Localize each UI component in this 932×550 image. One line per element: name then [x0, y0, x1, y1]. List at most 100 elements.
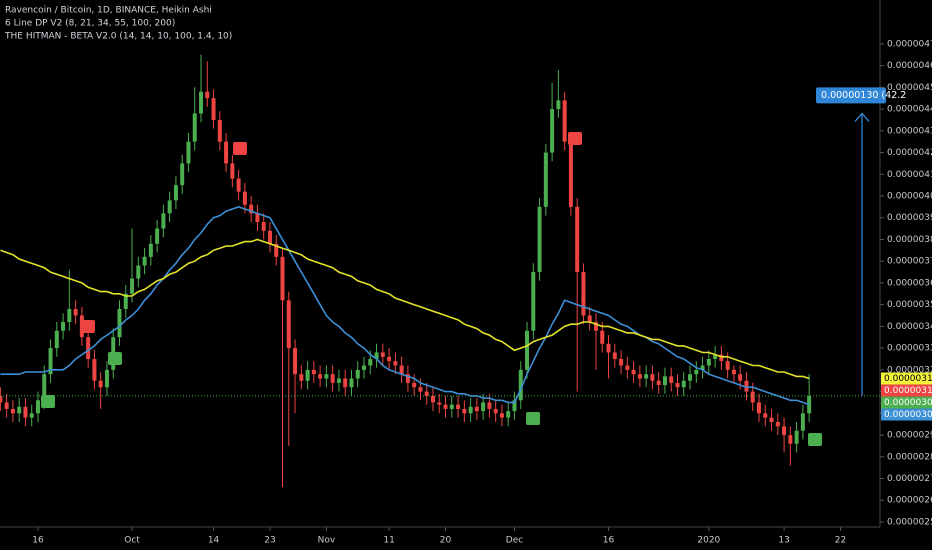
x-tick-label: Dec [506, 536, 523, 546]
header-line: 6 Line DP V2 (8, 21, 34, 55, 100, 200) [5, 19, 175, 29]
bear-signal [81, 320, 95, 333]
candle-body [499, 413, 504, 418]
candle-body [305, 369, 310, 381]
candle-body [756, 402, 761, 414]
y-tick-label: 0.00000320 [887, 365, 932, 375]
candle-body [518, 369, 523, 401]
candle-body [537, 206, 542, 273]
candle-body [512, 400, 517, 412]
candle-body [418, 387, 423, 392]
candle-body [593, 322, 598, 331]
candle-body [600, 330, 605, 344]
candle-body [644, 374, 649, 379]
candle-body [199, 91, 204, 114]
candle-body [4, 402, 9, 409]
y-tick-label: 0.00000420 [887, 148, 932, 158]
candle-body [506, 411, 511, 418]
candle-body [750, 391, 755, 403]
candle-body [67, 309, 72, 323]
candle-body [255, 213, 260, 223]
candle-body [393, 361, 398, 366]
candle-body [782, 426, 787, 436]
candle-body [61, 322, 66, 331]
candle-body [98, 380, 103, 388]
candle-body [311, 369, 316, 375]
candle-body [581, 272, 586, 316]
header-line: THE HITMAN - BETA V2.0 (14, 14, 10, 100,… [4, 32, 232, 42]
candle-body [54, 330, 59, 349]
bull-signal [526, 412, 540, 425]
candle-body [48, 348, 53, 375]
bull-signal [108, 352, 122, 365]
y-tick-label: 0.00000430 [887, 126, 932, 136]
candle-body [130, 278, 135, 294]
candle-body [35, 400, 40, 414]
x-tick-label: 13 [778, 536, 789, 546]
candle-body [23, 406, 28, 418]
candle-body [355, 369, 360, 379]
y-tick-label: 0.00000410 [887, 170, 932, 180]
candle-body [650, 374, 655, 381]
y-tick-label: 0.00000390 [887, 213, 932, 223]
candle-body [625, 365, 630, 370]
candle-body [474, 406, 479, 412]
candle-body [280, 256, 285, 301]
y-tick-label: 0.00000370 [887, 257, 932, 267]
bear-signal [568, 132, 582, 145]
candle-body [192, 113, 197, 142]
price-badge [881, 372, 932, 385]
y-tick-label: 0.00000280 [887, 452, 932, 462]
candle-body [612, 352, 617, 359]
candle-body [550, 109, 555, 153]
candle-body [205, 91, 210, 99]
y-tick-label: 0.00000250 [887, 517, 932, 527]
axes: 0.00000250 0.00000260 0.00000270 0.00000280… [32, 39, 932, 546]
candle-body [267, 230, 272, 244]
bull-signal [808, 433, 822, 446]
candle-body [531, 272, 536, 331]
y-tick-label: 0.00000260 [887, 496, 932, 506]
bull-signal [41, 395, 55, 408]
candle-body [236, 178, 241, 192]
y-tick-label: 0.00000450 [887, 83, 932, 93]
x-tick-label: Nov [318, 536, 336, 546]
candle-body [117, 309, 122, 338]
candle-body [430, 395, 435, 403]
price-badge-label: 0.00000316 [884, 374, 932, 384]
bear-signal [233, 142, 247, 155]
candle-body [17, 406, 22, 414]
candle-body [468, 406, 473, 414]
y-tick-label: 0.00000360 [887, 278, 932, 288]
candle-body [719, 354, 724, 362]
candle-body [330, 374, 335, 383]
candle-body [324, 374, 329, 379]
candle-body [493, 408, 498, 414]
candle-body [230, 163, 235, 179]
candle-body [10, 408, 15, 414]
candle-body [343, 378, 348, 388]
candle-body [0, 395, 3, 403]
candle-body [788, 435, 793, 444]
x-tick-label: 20 [440, 536, 452, 546]
candle-body [148, 243, 153, 257]
candle-body [380, 352, 385, 357]
candle-body [556, 100, 561, 110]
candle-body [763, 413, 768, 418]
y-tick-label: 0.00000330 [887, 344, 932, 354]
y-tick-label: 0.00000380 [887, 235, 932, 245]
candle-body [637, 374, 642, 379]
candle-body [73, 309, 78, 316]
candle-body [525, 330, 530, 370]
candle-body [399, 365, 404, 375]
y-tick-label: 0.00000470 [887, 39, 932, 49]
x-tick-label: Oct [124, 536, 140, 546]
measure-arrowhead [854, 112, 870, 122]
candle-body [731, 369, 736, 375]
candle-body [562, 100, 567, 142]
candle-body [706, 358, 711, 366]
x-tick-label: 16 [32, 536, 44, 546]
header-line: Ravencoin / Bitcoin, 1D, BINANCE, Heikin… [5, 6, 212, 16]
candle-body [161, 213, 166, 229]
